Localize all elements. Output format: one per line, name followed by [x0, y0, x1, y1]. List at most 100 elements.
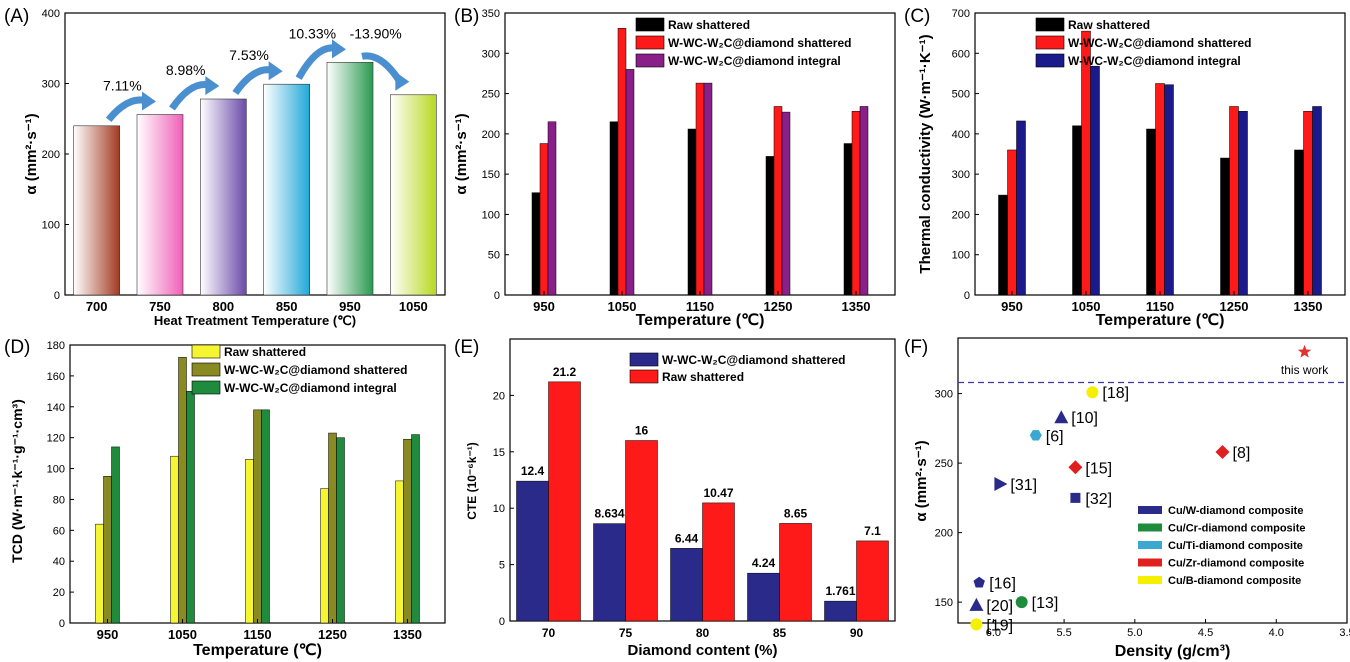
bar — [1164, 84, 1174, 296]
legend-swatch — [1035, 35, 1065, 50]
data-point — [1297, 344, 1312, 358]
bar — [111, 446, 120, 624]
y-tick-label: 200 — [42, 149, 60, 161]
panel-label: (A) — [4, 6, 29, 27]
legend-swatch — [191, 362, 221, 377]
y-axis-label: CTE (10⁻⁶k⁻¹) — [465, 442, 479, 520]
bar — [703, 82, 713, 296]
y-tick-label: 120 — [47, 433, 65, 445]
point-label: [10] — [1071, 410, 1098, 427]
point-label: this work — [1281, 363, 1329, 377]
legend-label: Cu/W-diamond composite — [1168, 505, 1303, 517]
panel-e: (E) 0 5 10 15 20 12.4 21.2 70 8.634 16 75 6.44 10.47 8… — [450, 331, 900, 662]
x-tick-label: 90 — [850, 626, 864, 640]
panel-b: (B) 0 50 100 150 200 250 300 350 950 1050 1150 1250 1… — [450, 0, 900, 331]
y-tick-label: 300 — [952, 169, 970, 181]
legend-swatch — [1035, 53, 1065, 68]
bar — [824, 600, 857, 622]
bar — [548, 381, 581, 622]
x-tick-label: 950 — [97, 627, 119, 642]
data-point — [970, 618, 983, 631]
y-tick-label: 250 — [935, 458, 953, 470]
y-tick-label: 100 — [42, 220, 60, 232]
data-point — [1068, 460, 1083, 475]
bar — [625, 69, 635, 296]
x-tick-label: 1250 — [764, 299, 793, 314]
legend-label: Cu/B-diamond composite — [1168, 575, 1301, 587]
bar — [531, 192, 541, 296]
y-tick-label: 200 — [935, 528, 953, 540]
x-tick-label: 85 — [773, 626, 787, 640]
data-label: 7.1 — [864, 524, 881, 538]
legend-swatch — [1138, 506, 1162, 514]
y-tick-label: 200 — [482, 129, 500, 141]
y-tick-label: 300 — [42, 79, 60, 91]
legend-label: Raw shattered — [1068, 18, 1150, 32]
y-tick-label: 400 — [952, 129, 970, 141]
bar — [1238, 111, 1248, 296]
bar — [1312, 106, 1322, 296]
chart-f: (F) 150 200 250 300 6.0 5.5 5.0 4.5 4.0 3.5 this wo… — [904, 337, 1350, 660]
bar — [263, 83, 310, 296]
x-tick-label: 1250 — [1220, 299, 1249, 314]
bar — [1007, 149, 1017, 296]
legend-swatch — [635, 35, 665, 50]
x-tick-label: 4.5 — [1198, 627, 1213, 639]
legend-swatch — [629, 352, 659, 367]
bar — [617, 28, 627, 296]
bar — [687, 128, 697, 296]
chart-a: (A) 0 100 200 300 400 700 750 800 850 950 1050 7.11%… — [4, 6, 446, 328]
x-tick-label: 750 — [149, 299, 171, 314]
legend-label: W-WC-W₂C@diamond integral — [224, 381, 397, 395]
y-axis-label: α (mm²·s⁻¹) — [23, 113, 40, 194]
x-tick-label: 5.5 — [1056, 627, 1071, 639]
data-label: 6.44 — [675, 531, 699, 545]
bar — [539, 143, 549, 296]
y-axis-label: α (mm²·s⁻¹) — [913, 440, 930, 521]
y-tick-label: 700 — [952, 8, 970, 20]
point-label: [13] — [1032, 595, 1059, 612]
y-tick-label: 0 — [494, 290, 500, 302]
legend-label: Raw shattered — [668, 18, 750, 32]
data-label: 10.47 — [703, 486, 733, 500]
point-label: [18] — [1102, 385, 1129, 402]
x-axis-label: Diamond content (%) — [628, 642, 778, 659]
panel-f: (F) 150 200 250 300 6.0 5.5 5.0 4.5 4.0 3.5 this wo… — [900, 331, 1350, 662]
x-tick-label: 950 — [339, 299, 361, 314]
legend-label: W-WC-W₂C@diamond shattered — [662, 353, 845, 367]
bar — [178, 357, 187, 624]
bar — [609, 121, 619, 296]
bar — [747, 572, 780, 622]
x-axis-label: Temperature (℃) — [1096, 312, 1225, 329]
y-tick-label: 140 — [47, 402, 65, 414]
y-tick-label: 20 — [53, 587, 65, 599]
bar — [1081, 30, 1091, 296]
bar — [856, 540, 889, 622]
legend-label: W-WC-W₂C@diamond shattered — [224, 363, 407, 377]
bar — [670, 548, 703, 622]
x-tick-label: 80 — [696, 626, 710, 640]
legend-label: Cu/Zr-diamond composite — [1168, 558, 1304, 570]
x-tick-label: 1050 — [399, 299, 428, 314]
legend-label: W-WC-W₂C@diamond shattered — [1068, 36, 1251, 50]
panel-label: (C) — [904, 6, 930, 27]
y-tick-label: 0 — [499, 616, 505, 628]
chart-c: (C) 0 100 200 300 400 500 600 700 950 1050 1150 1250… — [904, 6, 1346, 329]
data-point — [1070, 492, 1081, 503]
legend-label: Cu/Cr-diamond composite — [1168, 523, 1306, 535]
y-tick-label: 250 — [482, 89, 500, 101]
x-tick-label: 950 — [533, 299, 555, 314]
y-tick-label: 0 — [964, 290, 970, 302]
legend-swatch — [191, 344, 221, 359]
bar — [547, 121, 557, 296]
y-tick-label: 150 — [935, 597, 953, 609]
bar — [395, 480, 404, 624]
legend-swatch — [1138, 541, 1162, 549]
x-tick-label: 1350 — [393, 627, 422, 642]
data-point — [969, 597, 984, 611]
bar — [411, 434, 420, 624]
x-tick-label: 1350 — [842, 299, 871, 314]
y-tick-label: 160 — [47, 371, 65, 383]
x-axis-label: Heat Treatment Temperature (℃) — [154, 313, 356, 328]
change-label: -13.90% — [350, 25, 402, 41]
